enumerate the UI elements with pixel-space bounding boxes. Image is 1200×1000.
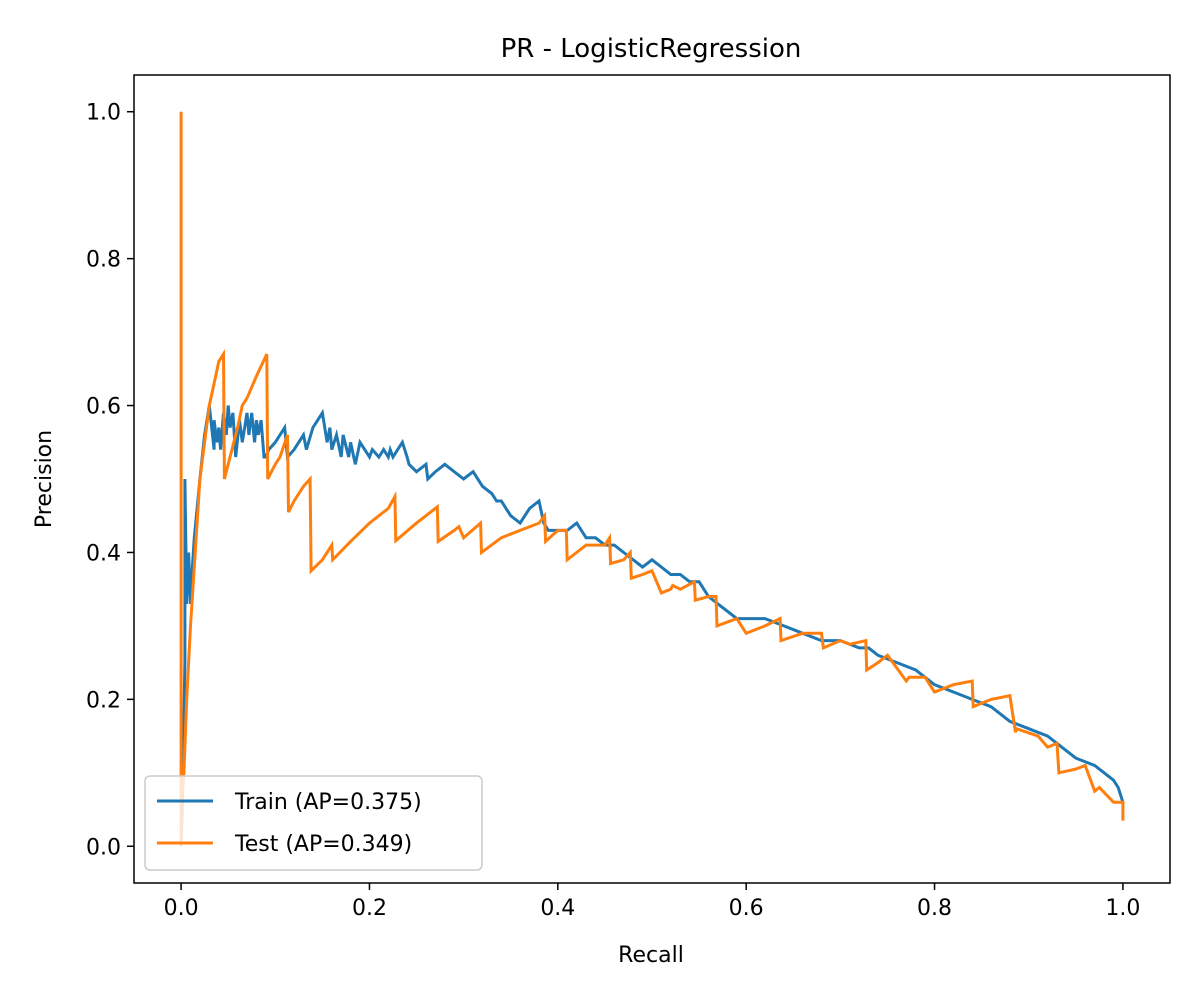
y-tick-label: 0.8 xyxy=(86,248,121,273)
y-tick-label: 0.0 xyxy=(86,835,121,860)
series-layer xyxy=(179,111,1125,847)
legend-label-train: Train (AP=0.375) xyxy=(234,790,422,815)
series-line-train xyxy=(179,405,1125,847)
x-tick-label: 1.0 xyxy=(1105,896,1140,921)
x-tick-label: 0.0 xyxy=(164,896,199,921)
x-axis-label: Recall xyxy=(618,943,684,968)
y-tick-label: 1.0 xyxy=(86,101,121,126)
legend: Train (AP=0.375) Test (AP=0.349) xyxy=(144,775,483,871)
legend-label-test: Test (AP=0.349) xyxy=(234,832,412,857)
y-tick-label: 0.4 xyxy=(86,541,121,566)
series-line-test xyxy=(179,111,1125,847)
x-tick-label: 0.8 xyxy=(917,896,952,921)
plot-area-frame xyxy=(133,74,1171,884)
x-tick-label: 0.2 xyxy=(352,896,387,921)
y-axis: 0.0 0.2 0.4 0.6 0.8 1.0 xyxy=(86,101,134,860)
x-tick-label: 0.4 xyxy=(540,896,575,921)
y-tick-label: 0.6 xyxy=(86,395,121,420)
legend-box xyxy=(144,775,483,871)
chart-title: PR - LogisticRegression xyxy=(501,34,802,64)
y-tick-label: 0.2 xyxy=(86,688,121,713)
x-axis: 0.0 0.2 0.4 0.6 0.8 1.0 xyxy=(164,883,1140,921)
x-tick-label: 0.6 xyxy=(729,896,764,921)
y-axis-label: Precision xyxy=(32,430,57,528)
